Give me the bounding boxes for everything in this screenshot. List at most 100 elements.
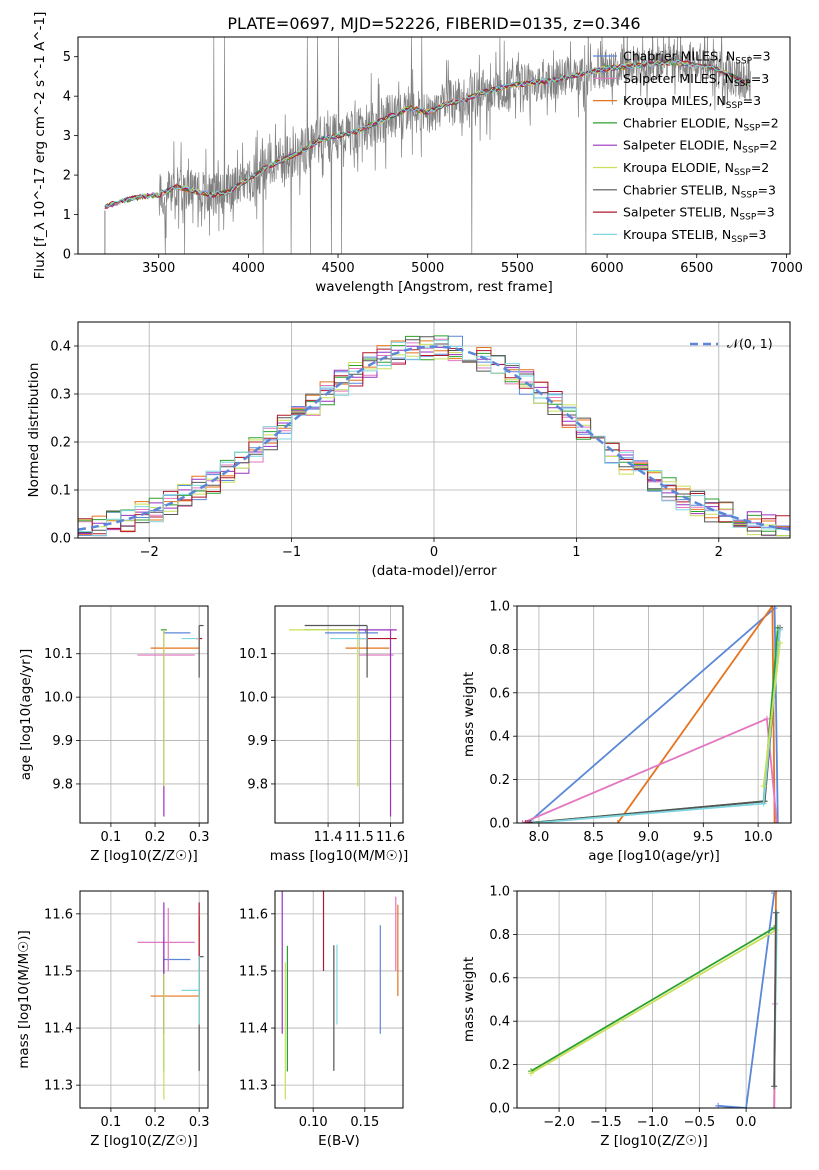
legend-entry: Chabrier STELIB, NSSP=3 [623,182,776,200]
mass_vs_Z-axes: 0.1 0.2 0.3 11.3 11.4 11.5 11.6 Z [log10(Z/Z☉)]… [16,890,210,1149]
weight_vs_age-data [519,606,784,823]
mass_vs_ebv-data [281,891,399,1100]
y-tick-label: 0.2 [489,773,510,788]
mass-weight-line [718,893,776,1108]
weight_vs_Z-data [528,891,780,1108]
y-tick-label: 0.3 [50,388,71,403]
residual-histogram [78,348,790,535]
y-tick-label: 5 [63,50,71,65]
mass_vs_ebv-grid [275,891,403,1108]
x-tick-label: 0.1 [101,1115,122,1130]
mass-weight-line [522,717,778,823]
age_vs_Z-axes: 0.1 0.2 0.3 9.8 9.9 10.0 10.1 Z [log10(Z/Z☉)] ag… [18,605,210,864]
x-tick-label: −1.5 [590,1115,622,1130]
legend-entry: Kroupa MILES, NSSP=3 [623,93,761,111]
mass-weight-marker [771,820,778,823]
mass-weight-line [762,642,781,787]
x-tick-label: 5500 [501,261,534,276]
model-spectrum-line [104,59,751,208]
mass-weight-marker [771,1083,778,1090]
y-axis-label: mass [log10(M/M☉)] [16,930,32,1069]
mass-weight-marker [773,909,780,916]
mass-weight-line [530,927,775,1072]
mass-weight-marker [524,820,531,823]
spectrum-axes: 3500 4000 4500 5000 5500 6000 6500 7000 0 1 2 3 4 5 wa… [32,12,803,295]
x-tick-label: 9.5 [693,830,714,845]
mass-weight-line [527,606,779,823]
x-tick-label: 0 [430,545,438,560]
normal-curve [78,345,790,531]
y-tick-label: 11.6 [44,907,73,922]
legend-entry: Salpeter MILES, NSSP=3 [623,71,769,89]
legend-entry: Salpeter ELODIE, NSSP=2 [623,138,777,156]
y-tick-label: 0.4 [50,340,71,355]
x-tick-label: 4500 [322,261,355,276]
x-axis-label: mass [log10(M/M☉)] [270,848,409,864]
x-tick-label: −0.5 [684,1115,716,1130]
y-tick-label: 0.2 [489,1058,510,1073]
weight_vs_age-axes: 8.0 8.5 9.0 9.5 10.0 0.0 0.2 0.4 0.6 0.8 1.0 age [l… [461,600,792,864]
y-tick-label: 0.2 [50,436,71,451]
y-tick-label: 2 [63,169,71,184]
mass-weight-line [527,627,779,823]
observed-spectrum [104,37,751,254]
y-tick-label: 0 [63,248,71,263]
x-tick-label: 4000 [232,261,265,276]
y-tick-label: 11.6 [239,907,268,922]
x-tick-label: 0.3 [189,830,210,845]
age-vs-metallicity-plot: 0.1 0.2 0.3 9.8 9.9 10.0 10.1 Z [log10(Z/Z☉)] ag… [18,605,210,864]
x-tick-label: 8.0 [529,830,550,845]
y-tick-label: 9.9 [52,734,73,749]
mass-weight-marker [771,1105,778,1108]
mass-weight-marker [614,820,621,823]
y-tick-label: 0.0 [50,532,71,547]
y-tick-label: 10.1 [44,647,73,662]
age_vs_mass-axes: 11.4 11.5 11.6 9.8 9.9 10.0 10.1 mass [log10(M/… [239,605,409,864]
mass-weight-marker [777,626,784,633]
residual-histogram [78,343,790,537]
mass-weight-vs-age-plot: 8.0 8.5 9.0 9.5 10.0 0.0 0.2 0.4 0.6 0.8 1.0 age [l… [461,600,792,864]
age_vs_mass-data [289,624,397,817]
y-tick-label: 1 [63,208,71,223]
y-tick-label: 11.4 [239,1022,268,1037]
y-tick-label: 11.5 [44,964,73,979]
mass-weight-line [533,629,781,823]
x-tick-label: 6500 [680,261,713,276]
x-tick-label: 0.2 [145,830,166,845]
y-tick-label: 1.0 [489,885,510,900]
y-tick-label: 1.0 [489,600,510,615]
y-axis-label: Flux [f_λ 10^-17 erg cm^-2 s^-1 A^-1] [32,12,48,280]
y-tick-label: 3 [63,129,71,144]
x-tick-label: 11.4 [314,830,343,845]
y-tick-label: 0.1 [50,484,71,499]
x-tick-label: 8.5 [583,830,604,845]
y-tick-label: 0.8 [489,928,510,943]
y-tick-label: 0.4 [489,730,510,745]
y-tick-label: 0.6 [489,971,510,986]
y-axis-label: mass weight [461,957,477,1042]
x-tick-label: 7000 [770,261,803,276]
x-tick-label: 11.6 [376,830,405,845]
legend-entry: Chabrier MILES, NSSP=3 [623,49,771,67]
mass-weight-marker [773,891,780,894]
y-tick-label: 0.0 [489,1102,510,1117]
weight_vs_Z-frame [516,890,792,1109]
mass-weight-marker [743,1105,750,1108]
legend-entry: Kroupa ELODIE, NSSP=2 [623,160,769,178]
mass-weight-line [527,627,781,823]
residuals-frame [77,321,791,539]
x-tick-label: 0.10 [299,1115,328,1130]
y-axis-label: mass weight [461,672,477,757]
y-tick-label: 10.0 [44,691,73,706]
mass-weight-marker [773,820,780,823]
y-tick-label: 9.8 [247,777,268,792]
mass-weight-line [773,912,777,1087]
age_vs_mass-frame [274,605,404,824]
mass-vs-ebv-plot: 0.10 0.15 11.3 11.4 11.5 11.6 E(B-V) [239,890,404,1149]
spectrum-frame [77,36,791,255]
mass-weight-marker [763,715,770,722]
model-spectrum-line [104,59,751,209]
y-tick-label: 11.5 [239,964,268,979]
mass-weight-line [617,606,776,823]
